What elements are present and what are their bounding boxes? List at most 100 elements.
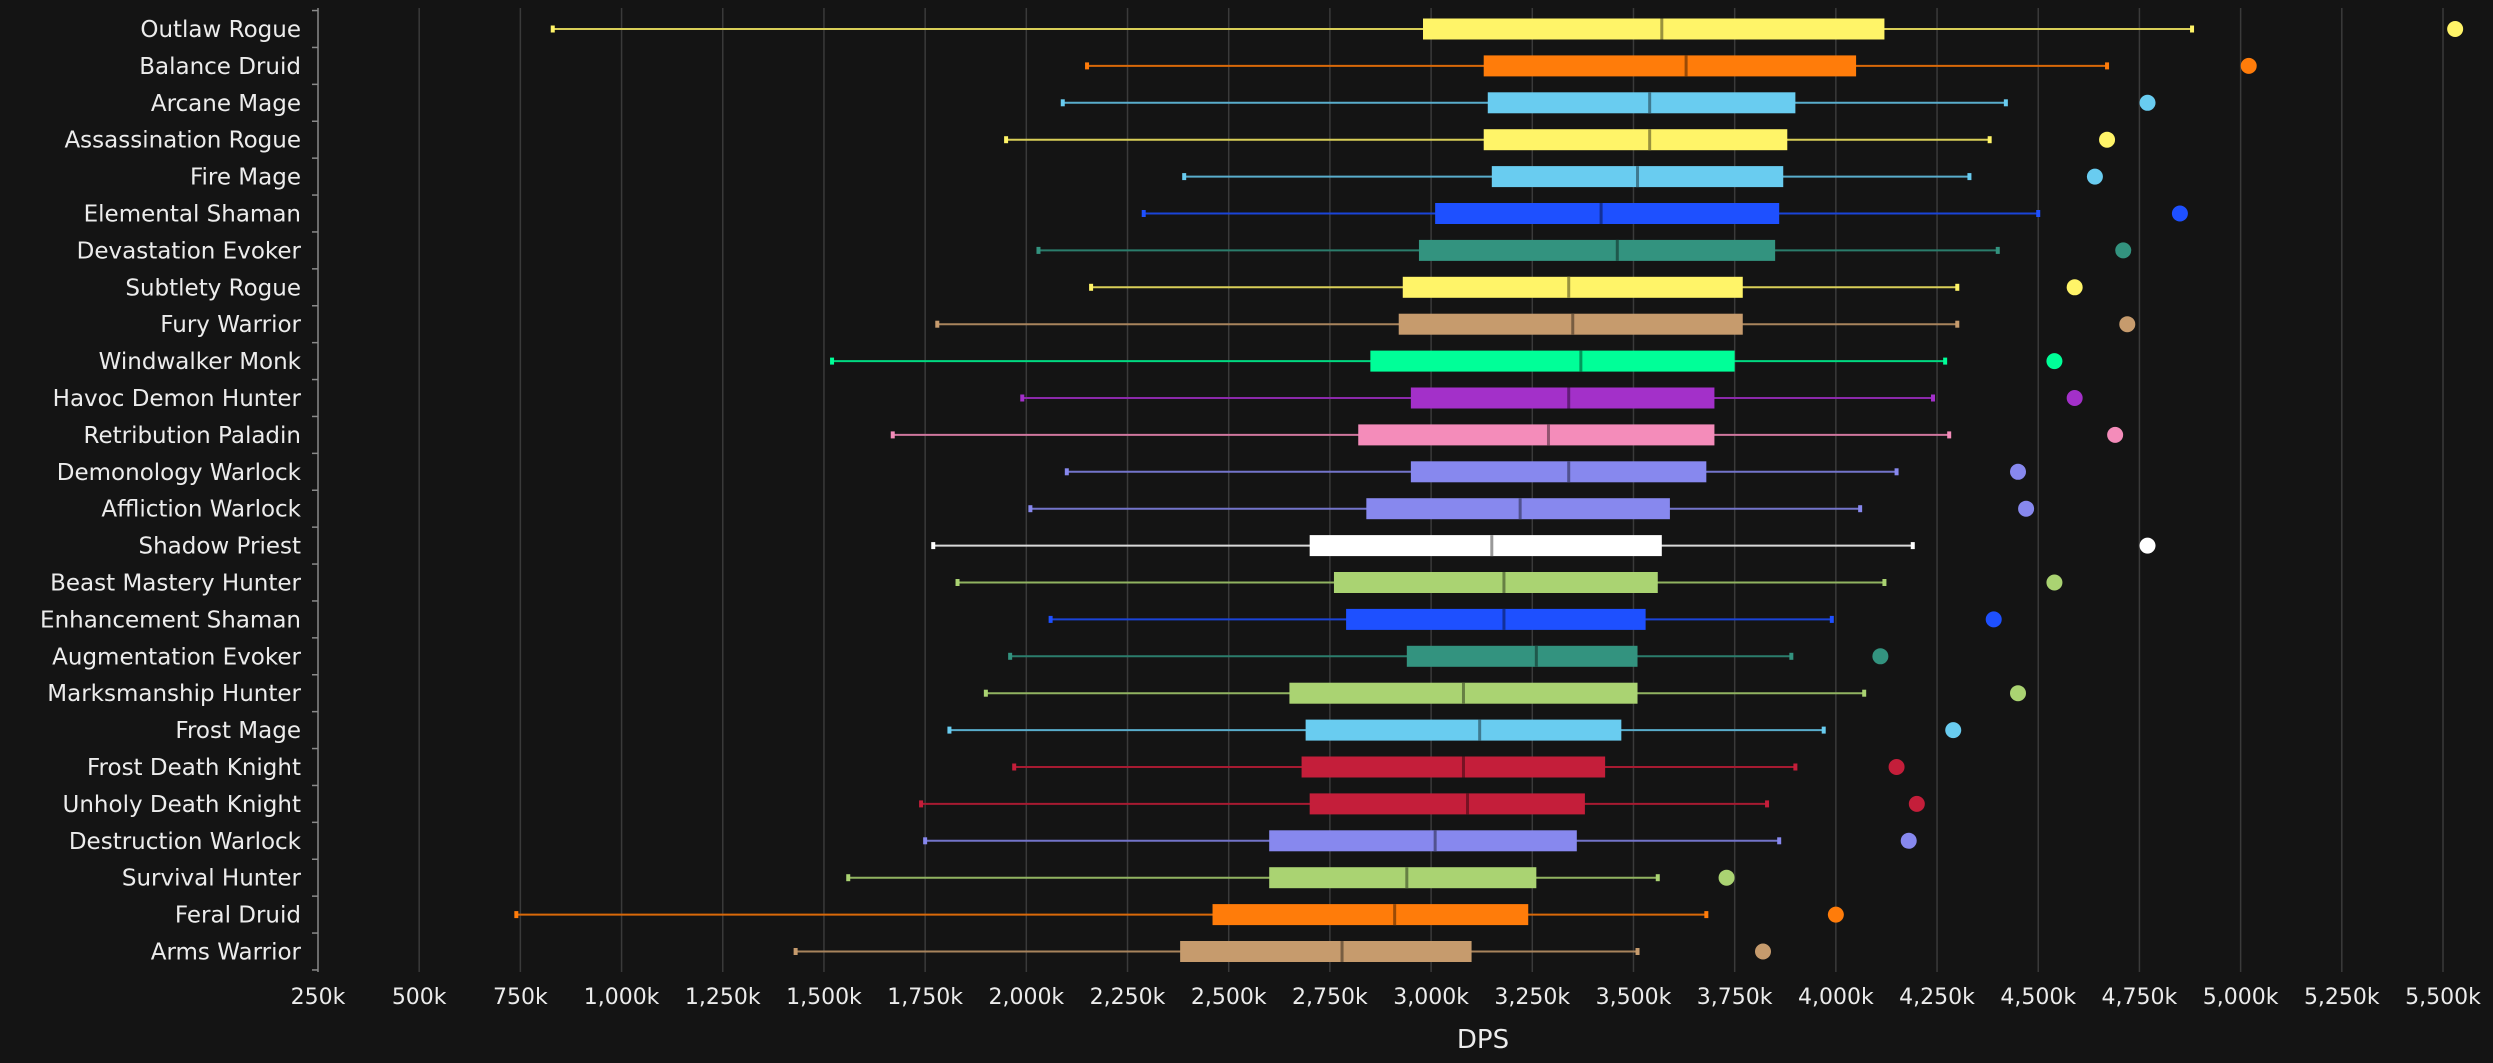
whisker-cap-max	[1967, 173, 1972, 181]
whisker-cap-max	[1635, 948, 1640, 955]
x-tick-label: 3,750k	[1697, 985, 1773, 1010]
category-label-frost-mage: Frost Mage	[175, 718, 301, 744]
category-label-destruction-warlock: Destruction Warlock	[69, 829, 302, 855]
outlier-point	[1827, 906, 1844, 923]
whisker-cap-min	[931, 542, 936, 550]
category-label-arms-warrior: Arms Warrior	[151, 940, 302, 966]
x-tick-label: 5,500k	[2405, 985, 2481, 1010]
box-plot-feral-druid	[514, 904, 1844, 926]
category-label-fury-warrior: Fury Warrior	[160, 312, 301, 338]
outlier-point	[2010, 463, 2026, 480]
whisker-cap-max	[1821, 726, 1826, 734]
whisker-cap-max	[2003, 99, 2008, 107]
iqr-box	[1346, 608, 1646, 630]
whisker-cap-min	[1085, 62, 1090, 70]
iqr-box	[1212, 904, 1529, 926]
x-tick-label: 1,500k	[786, 985, 862, 1010]
box-plot-retribution-paladin	[890, 424, 2124, 446]
iqr-box	[1410, 461, 1707, 483]
outlier-point	[2139, 94, 2156, 111]
gridlines	[418, 8, 2444, 972]
whisker-cap-min	[1064, 468, 1069, 476]
outlier-point	[2046, 574, 2063, 591]
whisker-cap-min	[1089, 283, 1094, 291]
x-axis-title: DPS	[1457, 1025, 1509, 1055]
outlier-point	[1888, 759, 1905, 775]
box-plot-beast-mastery-hunter	[955, 572, 2063, 593]
outlier-point	[1985, 611, 2002, 628]
x-tick-label: 250k	[291, 985, 346, 1010]
whisker-cap-min	[935, 320, 940, 328]
iqr-box	[1423, 18, 1885, 40]
whisker-cap-max	[1882, 579, 1887, 586]
whisker-cap-min	[1004, 136, 1009, 144]
category-label-havoc-demon-hunter: Havoc Demon Hunter	[53, 386, 302, 412]
whisker-cap-min	[1012, 763, 1017, 771]
category-label-marksmanship-hunter: Marksmanship Hunter	[47, 681, 301, 707]
whisker-cap-max	[1793, 763, 1798, 771]
category-label-windwalker-monk: Windwalker Monk	[99, 349, 302, 375]
iqr-box	[1487, 92, 1796, 114]
outlier-point	[1900, 832, 1917, 849]
outlier-point	[2119, 316, 2136, 333]
box-plot-assassination-rogue	[1004, 129, 2116, 151]
whisker-cap-max	[2036, 210, 2041, 217]
whisker-cap-min	[1028, 505, 1033, 513]
category-labels: Outlaw Rogue Balance Druid Arcane Mage Assa…	[40, 17, 302, 966]
outlier-point	[2010, 685, 2026, 702]
box-plot-balance-druid	[1085, 55, 2257, 77]
category-label-survival-hunter: Survival Hunter	[122, 866, 302, 892]
box-plot-destruction-warlock	[923, 830, 1917, 852]
box-plot-demonology-warlock	[1064, 461, 2026, 483]
whisker-cap-min	[1060, 99, 1065, 107]
category-label-arcane-mage: Arcane Mage	[151, 91, 301, 117]
whisker-cap-max	[1765, 800, 1770, 808]
whisker-cap-min	[1008, 652, 1013, 660]
x-tick-label: 4,750k	[2102, 985, 2178, 1010]
box-plot-devastation-evoker	[1036, 239, 2132, 261]
box-plot-enhancement-shaman	[1048, 608, 2002, 630]
iqr-box	[1402, 276, 1743, 298]
outlier-point	[2139, 537, 2156, 554]
box-plot-subtlety-rogue	[1089, 276, 2083, 298]
whisker-cap-max	[1862, 689, 1867, 697]
box-plot-elemental-shaman	[1141, 203, 2188, 224]
whisker-cap-min	[1048, 615, 1053, 623]
outlier-point	[1908, 795, 1925, 812]
iqr-box	[1269, 867, 1537, 889]
whisker-cap-max	[1931, 394, 1935, 402]
x-tick-label: 1,000k	[584, 985, 660, 1010]
outlier-point	[2086, 168, 2103, 185]
whisker-cap-max	[1858, 505, 1863, 513]
whisker-cap-max	[1955, 283, 1960, 291]
box-plots	[514, 18, 2464, 962]
x-tick-label: 4,000k	[1798, 985, 1874, 1010]
outlier-point	[1718, 869, 1735, 886]
x-tick-label: 5,250k	[2304, 985, 2380, 1010]
whisker-cap-min	[846, 874, 851, 882]
iqr-box	[1398, 313, 1743, 335]
outlier-point	[2447, 21, 2464, 37]
x-tick-label: 5,000k	[2203, 985, 2279, 1010]
category-label-elemental-shaman: Elemental Shaman	[84, 202, 301, 228]
category-label-assassination-rogue: Assassination Rogue	[64, 128, 301, 154]
x-tick-label: 2,500k	[1191, 985, 1267, 1010]
whisker-cap-max	[1947, 431, 1952, 439]
iqr-box	[1370, 350, 1735, 372]
category-label-balance-druid: Balance Druid	[139, 54, 301, 80]
box-plot-windwalker-monk	[830, 350, 2063, 372]
whisker-cap-min	[1036, 246, 1041, 254]
box-plot-unholy-death-knight	[919, 793, 1925, 815]
x-tick-label: 3,250k	[1494, 985, 1570, 1010]
whisker-cap-max	[2190, 25, 2195, 33]
iqr-box	[1483, 129, 1788, 151]
whisker-cap-max	[1789, 652, 1794, 660]
axes	[312, 8, 319, 972]
x-tick-label: 500k	[392, 985, 447, 1010]
iqr-box	[1305, 719, 1622, 741]
whisker-cap-max	[1987, 136, 1992, 144]
box-plot-frost-mage	[947, 719, 1962, 741]
category-label-shadow-priest: Shadow Priest	[138, 534, 301, 560]
